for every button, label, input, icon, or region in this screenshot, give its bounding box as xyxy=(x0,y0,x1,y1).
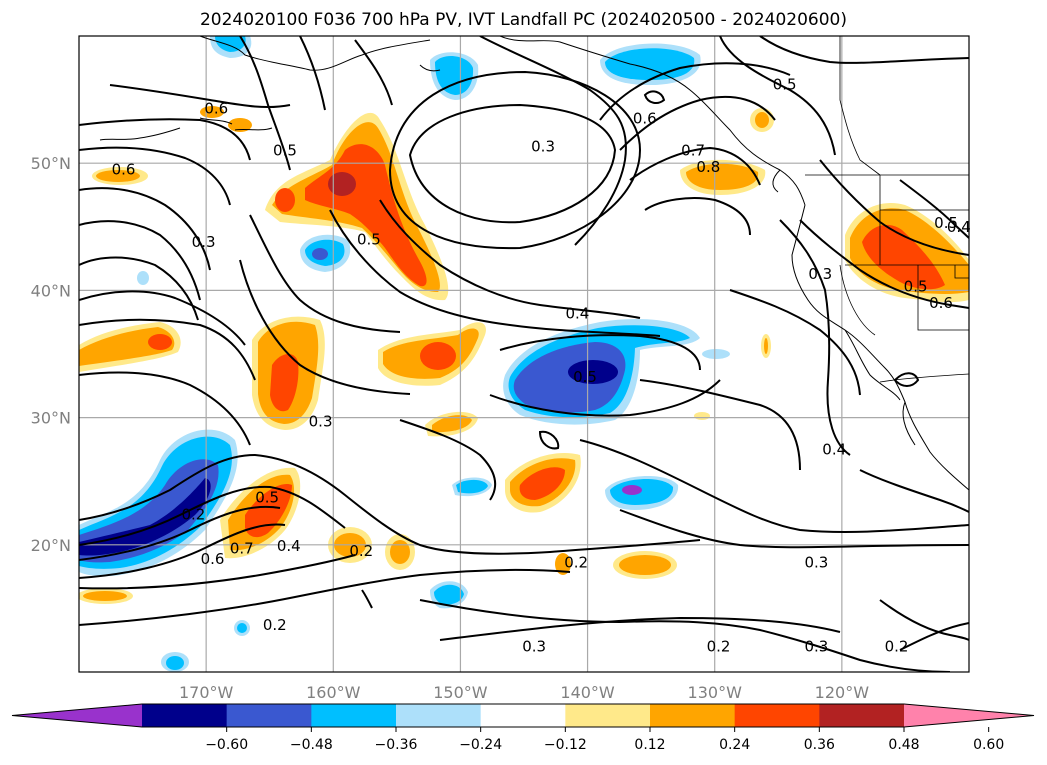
contour-label: 0.2 xyxy=(707,638,731,656)
negative-anomaly-southwest xyxy=(79,429,238,577)
map-frame xyxy=(78,35,970,673)
lat-tick-label: 40°N xyxy=(31,281,71,300)
contour-label: 0.5 xyxy=(273,141,297,159)
lon-tick-label: 130°W xyxy=(688,683,743,702)
lat-tick-label: 30°N xyxy=(31,409,71,428)
contour-label: 0.2 xyxy=(564,554,588,572)
contour-label: 0.4 xyxy=(947,218,971,236)
negative-anomaly-south xyxy=(137,271,730,672)
contour-labels: 0.50.60.3 0.70.80.50.60.60.3 0.50.40.50.30… xyxy=(112,75,971,656)
contour-label: 0.2 xyxy=(885,638,909,656)
longitude-tick-labels: 170°W 160°W 150°W 140°W 130°W 120°W xyxy=(179,683,869,702)
contour-label: 0.5 xyxy=(904,278,928,296)
colorbar-segment xyxy=(396,704,482,727)
contour-label: 0.2 xyxy=(263,616,287,634)
contour-label: 0.5 xyxy=(357,231,381,249)
contour-label: 0.5 xyxy=(773,75,797,93)
colorbar-tick-label: 0.48 xyxy=(888,737,919,753)
negative-anomaly-north-central xyxy=(210,36,701,272)
contour-label: 0.7 xyxy=(230,540,254,558)
contour-label: 0.4 xyxy=(277,537,301,555)
shaded-anomaly-fields xyxy=(79,36,969,672)
contour-label: 0.3 xyxy=(804,638,828,656)
positive-anomaly-central-north xyxy=(265,112,449,301)
contour-label: 0.4 xyxy=(822,440,846,458)
coastlines xyxy=(99,36,969,491)
colorbar-tick-label: −0.60 xyxy=(205,737,248,753)
colorbar-tick-label: −0.12 xyxy=(544,737,587,753)
colorbar-tick-label: 0.12 xyxy=(634,737,665,753)
negative-anomaly-central xyxy=(503,318,700,425)
lat-tick-label: 50°N xyxy=(31,154,71,173)
pv-contours xyxy=(79,36,969,672)
contour-label: 0.5 xyxy=(255,489,279,507)
lon-tick-label: 140°W xyxy=(560,683,615,702)
contour-label: 0.3 xyxy=(808,265,832,283)
contour-label: 0.5 xyxy=(934,214,958,232)
colorbar xyxy=(11,703,1035,728)
contour-label: 0.6 xyxy=(633,110,657,128)
positive-anomaly-subtropical-center xyxy=(505,334,771,579)
contour-label: 0.6 xyxy=(201,550,225,568)
colorbar-segment xyxy=(904,704,1034,727)
map-gridlines xyxy=(79,36,969,672)
positive-anomaly-west-edge xyxy=(79,322,181,372)
colorbar-segment xyxy=(734,704,820,727)
contour-label: 0.3 xyxy=(309,412,333,430)
contour-label: 0.2 xyxy=(349,542,373,560)
colorbar-outline xyxy=(11,703,1035,728)
positive-anomaly-central-mid xyxy=(378,322,486,437)
colorbar-tick-label: 0.24 xyxy=(719,737,750,753)
colorbar-tick-label: −0.48 xyxy=(290,737,333,753)
colorbar-segment xyxy=(480,704,566,727)
contour-label: 0.2 xyxy=(181,505,205,523)
lon-tick-label: 120°W xyxy=(815,683,870,702)
contour-label: 0.6 xyxy=(112,161,136,179)
colorbar-segment xyxy=(819,704,905,727)
contour-label: 0.6 xyxy=(204,100,228,118)
colorbar-segment xyxy=(12,704,142,727)
lon-tick-label: 160°W xyxy=(306,683,361,702)
contour-label: 0.6 xyxy=(929,294,953,312)
latitude-tick-labels: 20°N 30°N 40°N 50°N xyxy=(31,154,71,555)
contour-label: 0.3 xyxy=(522,638,546,656)
contour-label: 0.3 xyxy=(531,138,555,156)
contour-label: 0.3 xyxy=(804,554,828,572)
positive-anomaly-southwest xyxy=(79,467,415,604)
positive-anomaly-west-mid xyxy=(252,316,325,430)
colorbar-tick-label: 0.60 xyxy=(973,737,1004,753)
positive-anomaly-small-north xyxy=(92,106,252,185)
contour-label: 0.7 xyxy=(681,141,705,159)
contour-label: 0.5 xyxy=(573,368,597,386)
colorbar-segment xyxy=(226,704,312,727)
lon-tick-label: 150°W xyxy=(433,683,488,702)
colorbar-tick-label: −0.36 xyxy=(375,737,418,753)
colorbar-segment xyxy=(142,704,228,727)
colorbar-tick-label: −0.24 xyxy=(459,737,502,753)
colorbar-segment xyxy=(650,704,736,727)
colorbar-segment xyxy=(311,704,397,727)
map-title: 2024020100 F036 700 hPa PV, IVT Landfall… xyxy=(199,10,847,30)
contour-label: 0.4 xyxy=(565,304,589,322)
colorbar-segment xyxy=(565,704,651,727)
positive-anomaly-coast xyxy=(680,108,774,195)
lon-tick-label: 170°W xyxy=(179,683,234,702)
lat-tick-label: 20°N xyxy=(31,536,71,555)
colorbar-tick-labels: −0.60 −0.48 −0.36 −0.24 −0.12 0.12 0.24 0.36 0.4… xyxy=(205,727,1004,753)
colorbar-tick-label: 0.36 xyxy=(804,737,835,753)
contour-label: 0.8 xyxy=(696,158,720,176)
contour-label: 0.3 xyxy=(192,233,216,251)
